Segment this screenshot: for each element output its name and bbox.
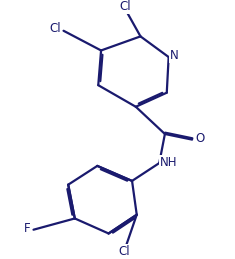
Text: N: N bbox=[170, 49, 179, 62]
Text: F: F bbox=[24, 222, 30, 235]
Text: Cl: Cl bbox=[120, 0, 131, 13]
Text: NH: NH bbox=[160, 156, 177, 169]
Text: Cl: Cl bbox=[49, 22, 61, 35]
Text: O: O bbox=[195, 132, 204, 145]
Text: Cl: Cl bbox=[119, 245, 130, 258]
